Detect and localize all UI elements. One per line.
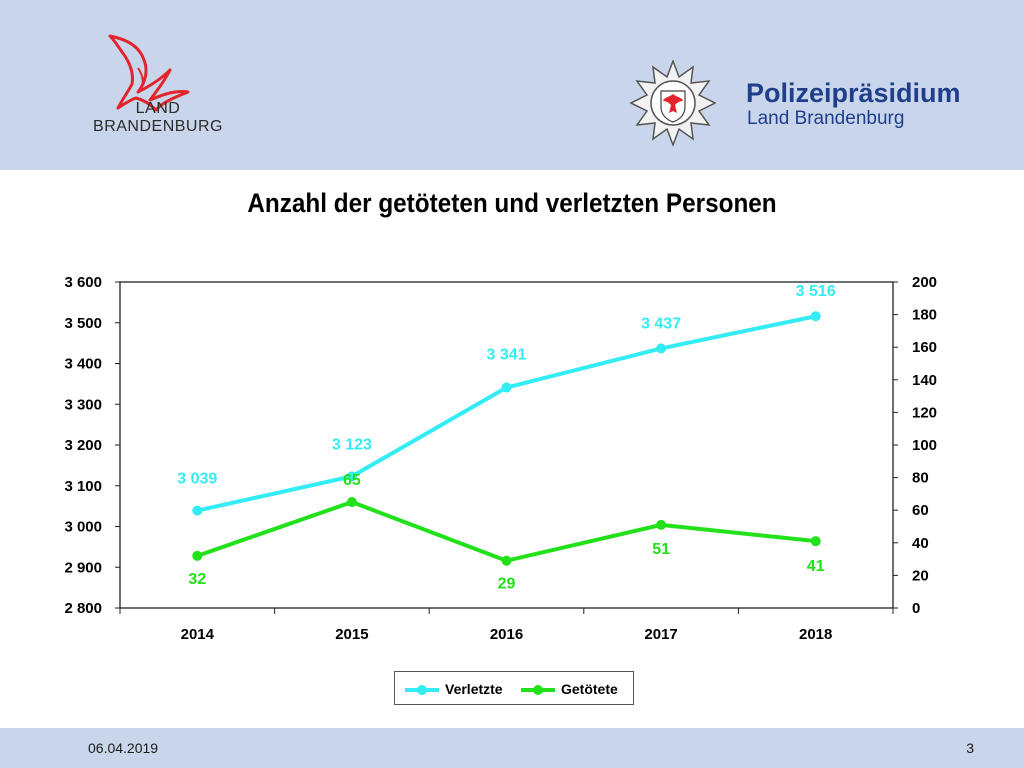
brandenburg-eagle-icon xyxy=(108,34,190,112)
data-point xyxy=(346,471,357,482)
y-right-tick-label: 60 xyxy=(912,502,929,519)
y-right-tick-label: 160 xyxy=(912,339,937,356)
x-tick-label: 2016 xyxy=(490,626,523,643)
y-right-tick-label: 40 xyxy=(912,535,929,552)
data-label: 29 xyxy=(498,576,516,593)
data-point xyxy=(656,343,667,354)
data-label: 51 xyxy=(652,541,670,558)
series-line-verletzte xyxy=(196,314,817,513)
data-point xyxy=(810,536,821,547)
data-point xyxy=(192,550,203,561)
y-right-tick-label: 200 xyxy=(912,274,937,291)
y-left-tick-label: 2 800 xyxy=(64,600,102,617)
y-left-tick-label: 3 000 xyxy=(64,519,102,536)
x-tick-label: 2015 xyxy=(335,626,368,643)
y-left-tick-label: 3 500 xyxy=(64,315,102,332)
x-tick-label: 2018 xyxy=(799,626,832,643)
data-label: 3 437 xyxy=(641,315,681,332)
y-right-tick-label: 180 xyxy=(912,307,937,324)
data-label: 3 039 xyxy=(177,471,217,488)
legend-marker-getoetete xyxy=(533,685,543,695)
y-right-tick-label: 140 xyxy=(912,372,937,389)
y-right-tick-label: 20 xyxy=(912,567,929,584)
y-right-tick-label: 80 xyxy=(912,470,929,487)
data-label: 32 xyxy=(188,571,206,588)
page-number: 3 xyxy=(966,740,974,756)
data-label: 3 516 xyxy=(796,283,836,300)
footer-date: 06.04.2019 xyxy=(88,740,159,756)
police-subtitle: Land Brandenburg xyxy=(747,108,905,129)
data-point xyxy=(192,505,203,516)
y-left-tick-label: 3 600 xyxy=(64,274,102,291)
footer-bar xyxy=(0,728,1024,768)
logo-left-text-land: LAND xyxy=(135,100,181,117)
police-title: Polizeipräsidium xyxy=(746,78,961,108)
y-left-tick-label: 3 400 xyxy=(64,356,102,373)
data-point xyxy=(656,519,667,530)
data-label: 3 123 xyxy=(332,436,372,453)
police-star-icon xyxy=(630,60,716,146)
y-left-tick-label: 3 300 xyxy=(64,396,102,413)
y-right-tick-label: 100 xyxy=(912,437,937,454)
data-point xyxy=(810,311,821,322)
data-label: 3 341 xyxy=(486,347,526,364)
x-tick-label: 2017 xyxy=(644,626,677,643)
chart-legend: Verletzte Getötete xyxy=(394,671,634,705)
legend-marker-verletzte xyxy=(417,685,427,695)
legend-label-verletzte: Verletzte xyxy=(445,681,503,697)
y-left-tick-label: 2 900 xyxy=(64,559,102,576)
y-left-tick-label: 3 200 xyxy=(64,437,102,454)
logo-left-text-brandenburg: BRANDENBURG xyxy=(93,118,223,135)
header-bar xyxy=(0,0,1024,170)
data-point xyxy=(501,382,512,393)
data-label: 65 xyxy=(343,472,361,489)
y-right-tick-label: 0 xyxy=(912,600,920,617)
legend-label-getoetete: Getötete xyxy=(561,681,618,697)
data-point xyxy=(346,497,357,508)
data-point xyxy=(501,555,512,566)
x-tick-label: 2014 xyxy=(181,626,215,643)
chart-title: Anzahl der getöteten und verletzten Pers… xyxy=(247,188,777,218)
y-left-tick-label: 3 100 xyxy=(64,478,102,495)
y-right-tick-label: 120 xyxy=(912,404,937,421)
series-line-getoetete xyxy=(196,500,816,563)
data-label: 41 xyxy=(807,558,825,575)
